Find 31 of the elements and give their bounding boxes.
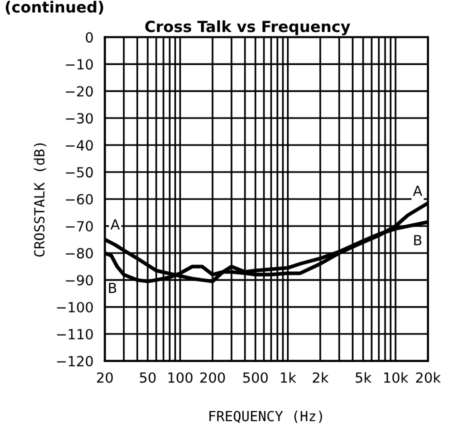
x-tick-label: 50	[140, 372, 156, 383]
x-tick-label: 20	[97, 372, 113, 383]
series-label: B	[414, 235, 422, 246]
x-tick-label: 100	[168, 372, 192, 383]
y-tick-label: −40	[66, 140, 93, 151]
y-tick-label: −20	[66, 86, 93, 97]
y-tick-label: −100	[57, 302, 93, 312]
text: A	[110, 219, 120, 230]
x-axis-title: FREQUENCY (Hz)	[209, 410, 322, 423]
y-tick-label: −110	[57, 328, 93, 340]
text: B	[108, 282, 116, 293]
series-label: A	[413, 186, 422, 196]
y-tick-label: −60	[66, 194, 93, 205]
y-tick-label: −50	[66, 167, 93, 178]
y-tick-label: −120	[57, 356, 93, 366]
chart-title: Cross Talk vs Frequency	[145, 20, 350, 36]
x-tick-label: 20k	[416, 372, 441, 383]
x-tick-label: 1k	[280, 372, 296, 383]
y-tick-label: 0	[86, 32, 93, 43]
y-tick-label: −10	[66, 59, 93, 70]
y-tick-label: −30	[66, 113, 93, 124]
y-tick-label: −90	[66, 274, 93, 286]
y-tick-label: −80	[66, 248, 93, 258]
x-tick-label: 5k	[356, 372, 372, 383]
y-tick-label: −70	[66, 221, 93, 232]
x-tick-label: 10k	[384, 372, 408, 383]
text: (continued)	[6, 0, 104, 14]
x-tick-label: 2k	[312, 372, 329, 383]
y-axis-title: CROSSTALK (dB)	[34, 143, 46, 257]
x-tick-label: 200	[200, 372, 225, 383]
x-tick-label: 500	[243, 372, 268, 383]
